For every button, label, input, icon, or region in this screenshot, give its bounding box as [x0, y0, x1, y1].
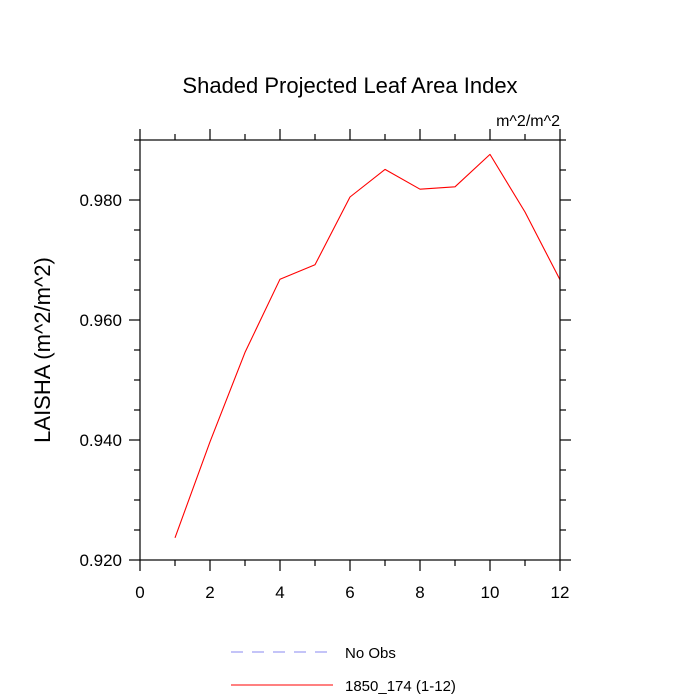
y-tick-labels: 0.920 0.940 0.960 0.980	[79, 191, 122, 570]
x-tick-label: 0	[135, 583, 144, 602]
x-tick-label: 12	[551, 583, 570, 602]
axis-ticks	[129, 129, 571, 571]
x-tick-label: 10	[481, 583, 500, 602]
series-line	[174, 153, 561, 538]
series-group	[174, 153, 561, 538]
chart-title: Shaded Projected Leaf Area Index	[182, 73, 517, 98]
x-tick-label: 2	[205, 583, 214, 602]
x-tick-label: 6	[345, 583, 354, 602]
y-axis-label: LAISHA (m^2/m^2)	[30, 257, 55, 443]
units-label: m^2/m^2	[496, 113, 560, 130]
y-tick-label: 0.960	[79, 311, 122, 330]
plot-frame	[139, 139, 561, 561]
x-tick-labels: 0 2 4 6 8 10 12	[135, 583, 569, 602]
legend-label: 1850_174 (1-12)	[345, 678, 456, 695]
y-tick-label: 0.980	[79, 191, 122, 210]
y-tick-label: 0.920	[79, 551, 122, 570]
legend: No Obs 1850_174 (1-12)	[231, 645, 456, 695]
y-tick-label: 0.940	[79, 431, 122, 450]
x-tick-label: 4	[275, 583, 284, 602]
x-tick-label: 8	[415, 583, 424, 602]
legend-label: No Obs	[345, 645, 396, 662]
